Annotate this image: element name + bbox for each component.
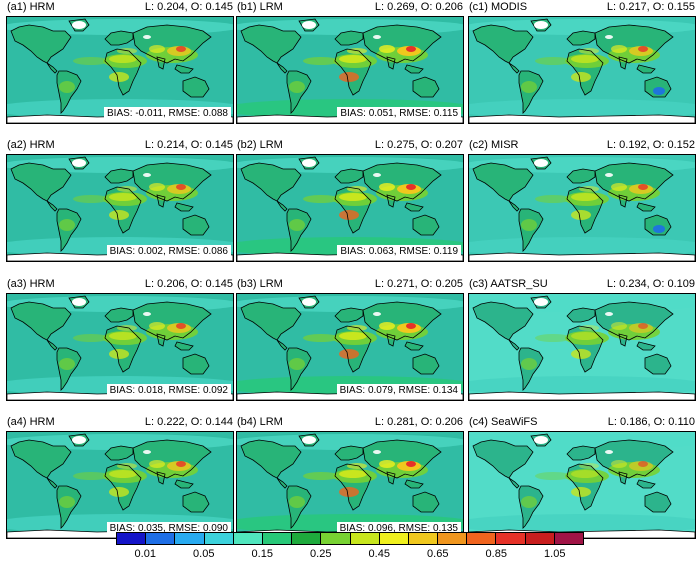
panel-label: (c3) AATSR_SU	[469, 278, 548, 290]
panel-land-ocean-means: L: 0.271, O: 0.205	[374, 278, 463, 290]
panel-bias-rmse: BIAS: 0.063, RMSE: 0.119	[337, 245, 461, 259]
colorbar-tick-label: 0.85	[485, 548, 507, 560]
map-panel: (b3) LRM L: 0.271, O: 0.205 BIAS: 0.079, R…	[236, 277, 464, 401]
panel-label: (c2) MISR	[469, 139, 519, 151]
panel-land-ocean-means: L: 0.206, O: 0.145	[144, 278, 233, 290]
colorbar-tick-label: 1.05	[544, 548, 566, 560]
panel-label: (b1) LRM	[237, 1, 283, 13]
panel-header: (b1) LRM L: 0.269, O: 0.206	[236, 0, 464, 15]
world-map	[468, 154, 696, 262]
panel-bias-rmse: BIAS: 0.079, RMSE: 0.134	[336, 384, 461, 398]
colorbar-segment	[438, 533, 468, 544]
panel-header: (c3) AATSR_SU L: 0.234, O: 0.109	[468, 277, 696, 292]
world-map: BIAS: 0.063, RMSE: 0.119	[236, 154, 464, 262]
colorbar-segment	[554, 533, 583, 544]
colorbar-segment	[262, 533, 293, 544]
colorbar-segment	[146, 533, 176, 544]
map-panel: (c3) AATSR_SU L: 0.234, O: 0.109	[468, 277, 696, 401]
colorbar-tick-label: 0.05	[193, 548, 215, 560]
map-panel: (c4) SeaWiFS L: 0.186, O: 0.110	[468, 415, 696, 539]
panel-header: (a4) HRM L: 0.222, O: 0.144	[6, 415, 234, 430]
world-map: BIAS: 0.096, RMSE: 0.135	[236, 431, 464, 539]
colorbar-tick-label: 0.25	[310, 548, 332, 560]
map-panel: (b1) LRM L: 0.269, O: 0.206 BIAS: 0.051, R…	[236, 0, 464, 124]
panel-label: (a1) HRM	[7, 1, 55, 13]
colorbar-segment	[175, 533, 205, 544]
map-panel: (c2) MISR L: 0.192, O: 0.152	[468, 138, 696, 262]
world-map	[468, 293, 696, 401]
panel-header: (a3) HRM L: 0.206, O: 0.145	[6, 277, 234, 292]
panel-label: (b2) LRM	[237, 139, 283, 151]
world-map: BIAS: 0.079, RMSE: 0.134	[236, 293, 464, 401]
panel-label: (a2) HRM	[7, 139, 55, 151]
panel-bias-rmse: BIAS: -0.011, RMSE: 0.088	[104, 107, 231, 121]
map-drawing	[237, 294, 463, 400]
panel-header: (a2) HRM L: 0.214, O: 0.145	[6, 138, 234, 153]
colorbar-tick-label: 0.45	[368, 548, 390, 560]
map-drawing	[469, 17, 695, 123]
colorbar-segment	[525, 533, 555, 544]
panel-land-ocean-means: L: 0.234, O: 0.109	[606, 278, 695, 290]
panel-land-ocean-means: L: 0.214, O: 0.145	[144, 139, 233, 151]
world-map: BIAS: 0.018, RMSE: 0.092	[6, 293, 234, 401]
world-map: BIAS: -0.011, RMSE: 0.088	[6, 16, 234, 124]
panel-land-ocean-means: L: 0.186, O: 0.110	[607, 416, 695, 428]
colorbar-segment	[321, 533, 351, 544]
map-drawing	[469, 155, 695, 261]
panel-bias-rmse: BIAS: 0.051, RMSE: 0.115	[337, 107, 461, 121]
panel-header: (b4) LRM L: 0.281, O: 0.206	[236, 415, 464, 430]
world-map	[468, 16, 696, 124]
panel-label: (c1) MODIS	[469, 1, 528, 13]
map-panel: (b2) LRM L: 0.275, O: 0.207 BIAS: 0.063, R…	[236, 138, 464, 262]
panel-land-ocean-means: L: 0.192, O: 0.152	[606, 139, 695, 151]
world-map: BIAS: 0.002, RMSE: 0.086	[6, 154, 234, 262]
panel-label: (b3) LRM	[237, 278, 283, 290]
panel-label: (b4) LRM	[237, 416, 283, 428]
map-panel: (a4) HRM L: 0.222, O: 0.144 BIAS: 0.035, R…	[6, 415, 234, 539]
world-map	[468, 431, 696, 539]
map-drawing	[237, 155, 463, 261]
panel-header: (a1) HRM L: 0.204, O: 0.145	[6, 0, 234, 15]
panel-land-ocean-means: L: 0.269, O: 0.206	[374, 1, 463, 13]
panel-land-ocean-means: L: 0.222, O: 0.144	[144, 416, 233, 428]
colorbar-segment	[233, 533, 263, 544]
world-map: BIAS: 0.035, RMSE: 0.090	[6, 431, 234, 539]
panel-label: (c4) SeaWiFS	[469, 416, 538, 428]
panel-land-ocean-means: L: 0.204, O: 0.145	[144, 1, 233, 13]
colorbar-tick-label: 0.01	[134, 548, 156, 560]
map-drawing	[469, 432, 695, 538]
panel-header: (b2) LRM L: 0.275, O: 0.207	[236, 138, 464, 153]
colorbar-tick-label: 0.65	[427, 548, 449, 560]
map-panel: (a2) HRM L: 0.214, O: 0.145 BIAS: 0.002, R…	[6, 138, 234, 262]
colorbar-tick-label: 0.15	[251, 548, 273, 560]
map-panel: (c1) MODIS L: 0.217, O: 0.155	[468, 0, 696, 124]
panel-header: (c4) SeaWiFS L: 0.186, O: 0.110	[468, 415, 696, 430]
world-map: BIAS: 0.051, RMSE: 0.115	[236, 16, 464, 124]
map-drawing	[469, 294, 695, 400]
map-drawing	[237, 17, 463, 123]
colorbar-segment	[204, 533, 234, 544]
map-drawing	[7, 294, 233, 400]
colorbar-segment	[496, 533, 526, 544]
colorbar-segment	[467, 533, 497, 544]
colorbar-segment	[408, 533, 439, 544]
panel-land-ocean-means: L: 0.275, O: 0.207	[374, 139, 463, 151]
map-panel: (a1) HRM L: 0.204, O: 0.145 BIAS: -0.011, …	[6, 0, 234, 124]
panel-label: (a3) HRM	[7, 278, 55, 290]
panel-bias-rmse: BIAS: 0.018, RMSE: 0.092	[106, 384, 231, 398]
panel-label: (a4) HRM	[7, 416, 55, 428]
panel-bias-rmse: BIAS: 0.002, RMSE: 0.086	[106, 245, 231, 259]
colorbar-segment	[350, 533, 380, 544]
map-panel: (b4) LRM L: 0.281, O: 0.206 BIAS: 0.096, R…	[236, 415, 464, 539]
panel-header: (c1) MODIS L: 0.217, O: 0.155	[468, 0, 696, 15]
colorbar-segment	[379, 533, 409, 544]
map-panel: (a3) HRM L: 0.206, O: 0.145 BIAS: 0.018, R…	[6, 277, 234, 401]
colorbar-segment	[117, 533, 147, 544]
colorbar-segment	[292, 533, 322, 544]
panel-header: (b3) LRM L: 0.271, O: 0.205	[236, 277, 464, 292]
panel-header: (c2) MISR L: 0.192, O: 0.152	[468, 138, 696, 153]
panel-land-ocean-means: L: 0.281, O: 0.206	[374, 416, 463, 428]
colorbar	[116, 532, 584, 545]
panel-land-ocean-means: L: 0.217, O: 0.155	[606, 1, 695, 13]
